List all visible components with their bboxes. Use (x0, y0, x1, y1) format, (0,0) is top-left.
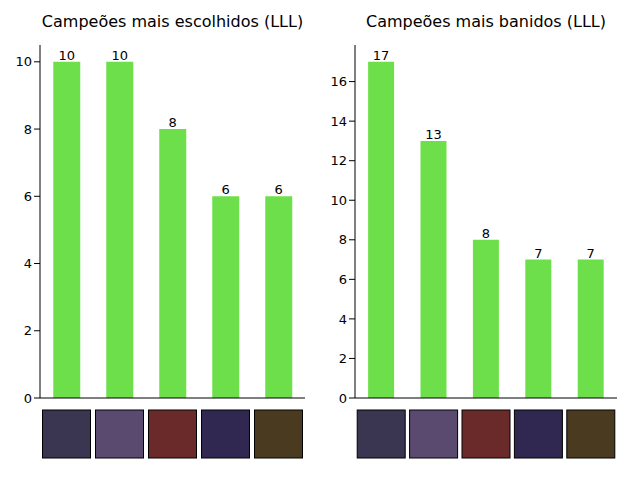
svg-text:13: 13 (425, 127, 442, 142)
html-text:Campeões mais banidos (LLL): Campeões mais banidos (LLL) (366, 12, 606, 31)
svg-text:16: 16 (330, 74, 347, 89)
svg-text:10: 10 (15, 54, 32, 69)
svg-text:6: 6 (339, 272, 347, 287)
html-text:Campeões mais escolhidos (LLL): Campeões mais escolhidos (LLL) (41, 12, 304, 31)
svg-text:0: 0 (24, 391, 32, 406)
svg-text:4: 4 (339, 312, 347, 327)
svg-text:10: 10 (58, 48, 75, 63)
svg-text:12: 12 (330, 153, 347, 168)
svg-text:10: 10 (111, 48, 128, 63)
svg-text:17: 17 (373, 48, 390, 63)
svg-text:8: 8 (339, 232, 347, 247)
svg-text:7: 7 (587, 246, 595, 261)
svg-text:8: 8 (482, 226, 490, 241)
svg-text:7: 7 (534, 246, 542, 261)
svg-text:2: 2 (24, 323, 32, 338)
svg-text:8: 8 (24, 122, 32, 137)
svg-text:8: 8 (169, 115, 177, 130)
svg-text:0: 0 (339, 391, 347, 406)
svg-text:14: 14 (330, 114, 347, 129)
svg-text:10: 10 (330, 193, 347, 208)
svg-text:2: 2 (339, 351, 347, 366)
svg-text:6: 6 (222, 182, 230, 197)
svg-text:4: 4 (24, 256, 32, 271)
svg-text:6: 6 (24, 189, 32, 204)
svg-text:6: 6 (275, 182, 283, 197)
